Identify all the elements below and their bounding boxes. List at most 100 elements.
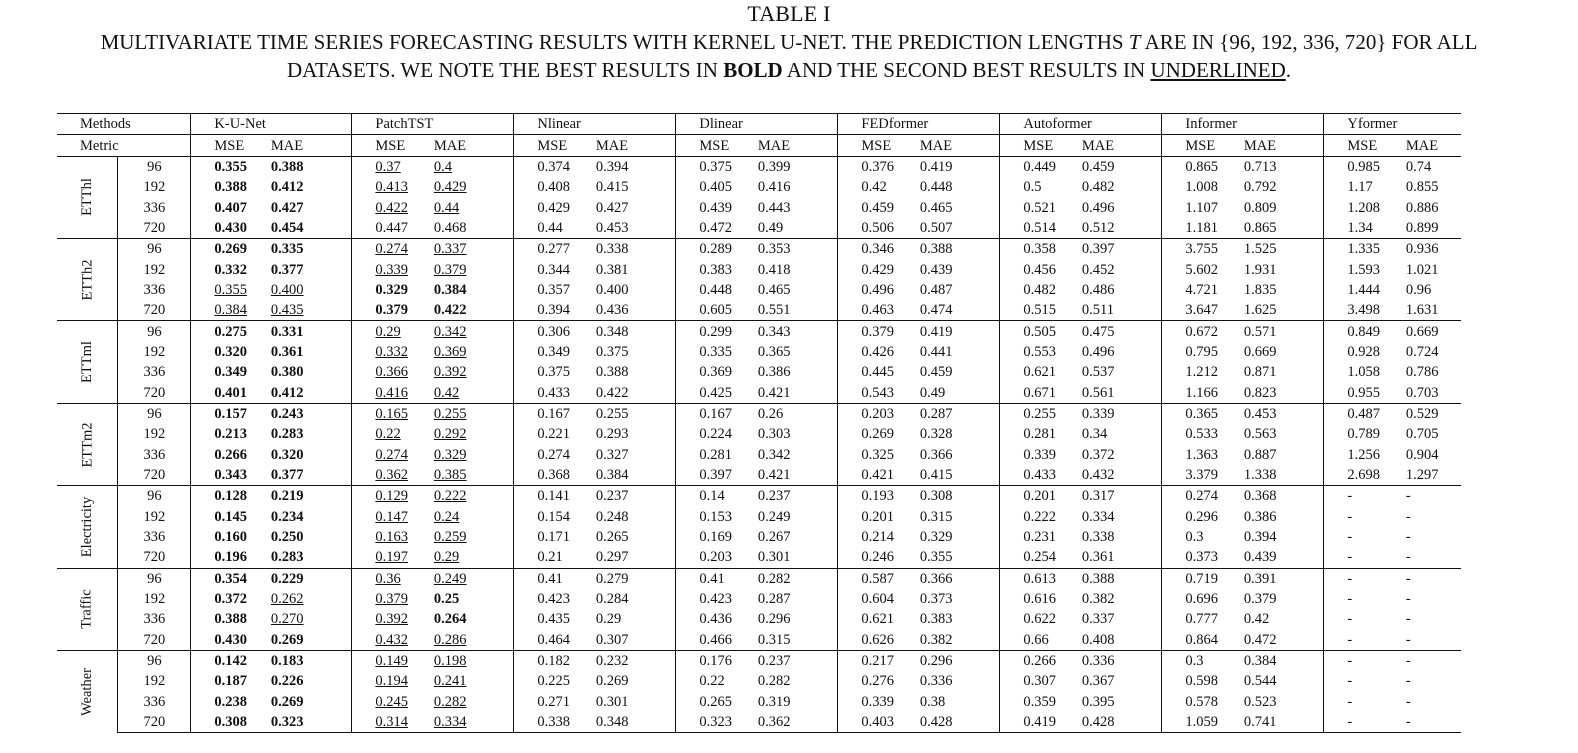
cell-value: 0.425 <box>699 384 733 401</box>
mse-value: 0.349 <box>191 362 271 382</box>
cell-value: 0.262 <box>270 591 304 608</box>
cell-value: 0.383 <box>919 611 953 628</box>
mae-value: 0.388 <box>1081 567 1163 589</box>
cell-value: 0.482 <box>1023 281 1057 298</box>
mae-value: 0.319 <box>757 691 839 712</box>
metric-mae-header: MAE <box>270 134 353 157</box>
cell-value: 0.339 <box>1023 446 1057 463</box>
cell-value: 0.238 <box>214 693 248 710</box>
mae-value: 0.337 <box>433 238 515 260</box>
cell-value: 0.203 <box>861 405 895 422</box>
cell-value: 0.377 <box>270 261 304 278</box>
mse-value: 0.463 <box>838 300 920 321</box>
cell-value: 0.459 <box>861 199 895 216</box>
cell-value: 0.271 <box>537 693 571 710</box>
cell-value: 0.303 <box>757 426 791 443</box>
mse-value: 0.201 <box>838 507 920 527</box>
mse-value: 0.171 <box>514 527 596 547</box>
mse-value: 0.436 <box>676 609 758 629</box>
mse-value: 0.865 <box>1161 155 1244 178</box>
cell-value: 0.865 <box>1185 158 1219 175</box>
mse-value: 0.375 <box>514 362 596 382</box>
mae-value: 0.222 <box>433 485 515 507</box>
mae-value: 0.408 <box>1081 629 1163 651</box>
cell-value: 0.408 <box>537 179 571 196</box>
cell-value: 0.358 <box>1023 241 1057 258</box>
cell-value: - <box>1347 529 1353 546</box>
cell-value: 0.871 <box>1243 364 1277 381</box>
cell-value: 0.543 <box>861 384 895 401</box>
cell-value: 0.553 <box>1023 343 1057 360</box>
cell-value: 0.392 <box>375 611 409 628</box>
mse-value: - <box>1324 609 1406 629</box>
mse-value: 0.374 <box>513 155 596 178</box>
mae-value: 0.383 <box>919 609 1001 630</box>
mse-value: 0.22 <box>676 671 758 691</box>
cell-value: 0.349 <box>537 343 571 360</box>
cell-value: 3.379 <box>1185 467 1219 484</box>
cell-value: 0.448 <box>919 179 953 196</box>
cell-value: 0.430 <box>214 219 248 236</box>
prediction-length: 192 <box>117 506 192 527</box>
cell-value: 0.401 <box>214 384 248 401</box>
mae-value: 0.392 <box>433 362 515 383</box>
cell-value: 0.222 <box>1023 508 1057 525</box>
mse-value: 0.274 <box>352 445 434 465</box>
prediction-length: 96 <box>117 485 192 507</box>
cell-value: 0.426 <box>861 343 895 360</box>
mse-value: 0.274 <box>1161 485 1244 507</box>
cell-value: - <box>1347 570 1353 587</box>
cell-value: 0.777 <box>1185 611 1219 628</box>
mae-value: 0.283 <box>270 547 353 569</box>
caption-text: AND THE SECOND BEST RESULTS IN <box>782 58 1151 82</box>
cell-value: 0.289 <box>699 241 733 258</box>
cell-value: 0.128 <box>214 488 248 505</box>
cell-value: 0.439 <box>919 261 953 278</box>
cell-value: 0.368 <box>537 467 571 484</box>
mae-value: - <box>1406 692 1461 712</box>
metric-mse-header: MSE <box>351 134 434 157</box>
cell-value: 0.147 <box>375 508 409 525</box>
cell-value: 0.369 <box>433 343 467 360</box>
cell-value: 0.505 <box>1023 323 1057 340</box>
cell-value: 0.297 <box>595 549 629 566</box>
results-table-body: Methods K-U-Net PatchTST Nlinear Dlinear… <box>57 112 1461 734</box>
metric-label: Metric <box>57 134 192 157</box>
cell-value: 0.388 <box>270 158 304 175</box>
mse-value: 0.245 <box>352 692 434 712</box>
mse-value: 1.059 <box>1161 711 1244 734</box>
mae-value: 0.412 <box>270 177 353 198</box>
cell-value: 0.354 <box>214 570 248 587</box>
mae-value: 0.262 <box>270 588 353 610</box>
mae-value: 0.282 <box>433 691 515 712</box>
cell-value: 0.21 <box>537 549 563 566</box>
mse-value: 1.444 <box>1324 280 1406 300</box>
mse-value: 0.329 <box>352 280 434 300</box>
mae-value: 0.328 <box>919 424 1001 445</box>
cell-value: - <box>1405 570 1411 587</box>
mae-value: 0.237 <box>595 485 677 507</box>
cell-value: 0.348 <box>595 714 629 731</box>
table-row: 720 0.430 0.269 0.432 0.286 0.464 0.307 0.466 0.… <box>57 629 1461 651</box>
mse-value: 0.265 <box>676 692 758 712</box>
mse-value: 0.719 <box>1161 567 1244 589</box>
mae-value: 0.388 <box>270 155 353 178</box>
cell-value: 0.319 <box>757 693 791 710</box>
mse-value: 0.274 <box>351 238 434 260</box>
cell-value: 0.308 <box>214 714 248 731</box>
cell-value: 0.887 <box>1243 446 1277 463</box>
cell-value: 0.323 <box>270 714 304 731</box>
mse-value: 0.626 <box>838 630 920 651</box>
cell-value: 0.397 <box>699 467 733 484</box>
mse-value: 0.231 <box>1000 527 1082 547</box>
mae-value: 0.96 <box>1406 280 1461 300</box>
cell-value: 0.274 <box>375 446 409 463</box>
cell-value: 0.323 <box>699 714 733 731</box>
cell-value: 0.382 <box>1081 591 1115 608</box>
cell-value: 0.413 <box>375 179 409 196</box>
mse-value: 0.141 <box>513 485 596 507</box>
cell-value: - <box>1405 508 1411 525</box>
cell-value: 0.225 <box>537 673 571 690</box>
table-row: 720 0.196 0.283 0.197 0.29 0.21 0.297 0.203 0.30… <box>57 547 1461 569</box>
mse-value: 2.698 <box>1324 465 1406 486</box>
